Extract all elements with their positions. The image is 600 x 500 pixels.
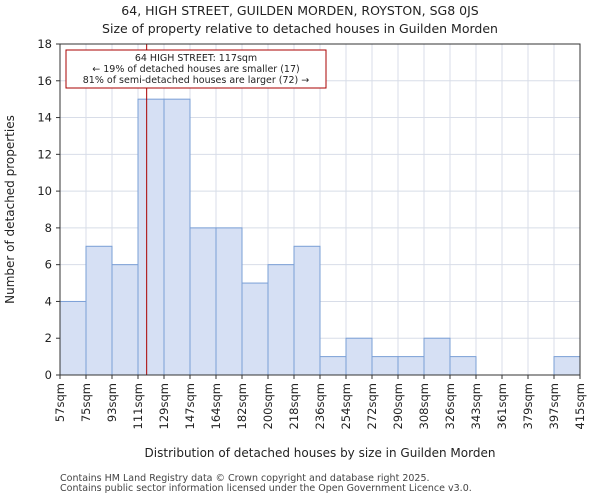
x-tick-label: 57sqm xyxy=(53,383,67,422)
y-tick-label: 10 xyxy=(37,184,52,198)
bar-308sqm xyxy=(423,337,451,376)
bar-218sqm xyxy=(293,245,321,376)
annotation-border xyxy=(65,49,327,89)
y-axis-ticks: 0 2 4 6 8 10 12 14 16 18 xyxy=(37,37,60,382)
y-tick-label: 12 xyxy=(37,147,52,161)
bar-236sqm xyxy=(319,356,347,376)
x-tick-label: 129sqm xyxy=(157,383,171,429)
bar-326sqm xyxy=(449,356,477,376)
x-axis-ticks: 57sqm 75sqm 93sqm 111sqm 129sqm 147sqm 164sqm 1… xyxy=(53,375,587,429)
x-tick-label: 182sqm xyxy=(235,383,249,429)
x-tick-label: 75sqm xyxy=(79,383,93,422)
bar-164sqm xyxy=(215,227,243,376)
bar-272sqm xyxy=(371,356,399,376)
chart-subtitle: Size of property relative to detached ho… xyxy=(102,21,498,36)
x-tick-label: 290sqm xyxy=(391,383,405,429)
bar-147sqm xyxy=(189,227,217,376)
x-tick-label: 308sqm xyxy=(417,383,431,429)
y-tick-label: 16 xyxy=(37,74,52,88)
x-tick-label: 218sqm xyxy=(287,383,301,429)
bar-254sqm xyxy=(345,337,373,376)
x-tick-label: 236sqm xyxy=(313,383,327,429)
annotation-line-2: ← 19% of detached houses are smaller (17… xyxy=(92,64,299,75)
annotation-line-1: 64 HIGH STREET: 117sqm xyxy=(135,53,257,64)
x-tick-label: 93sqm xyxy=(105,383,119,422)
bar-57sqm xyxy=(59,300,87,376)
annotation-box: 64 HIGH STREET: 117sqm ← 19% of detached… xyxy=(65,49,327,89)
annotation-line-3: 81% of semi-detached houses are larger (… xyxy=(83,75,310,86)
x-tick-label: 111sqm xyxy=(131,383,145,429)
x-tick-label: 343sqm xyxy=(469,383,483,429)
y-axis-label: Number of detached properties xyxy=(3,115,17,304)
chart-title: 64, HIGH STREET, GUILDEN MORDEN, ROYSTON… xyxy=(121,3,478,18)
y-tick-label: 14 xyxy=(37,111,52,125)
x-tick-label: 361sqm xyxy=(495,383,509,429)
x-tick-label: 326sqm xyxy=(443,383,457,429)
bar-129sqm xyxy=(163,98,191,376)
bar-75sqm xyxy=(85,245,113,376)
footer-licence: Contains public sector information licen… xyxy=(60,483,472,494)
bar-182sqm xyxy=(241,282,269,376)
bar-397sqm xyxy=(553,356,581,376)
y-tick-label: 4 xyxy=(45,294,52,308)
y-tick-label: 6 xyxy=(45,258,52,272)
bar-111sqm xyxy=(137,98,165,376)
bars xyxy=(59,98,581,376)
x-tick-label: 415sqm xyxy=(573,383,587,429)
bar-93sqm xyxy=(111,264,139,376)
x-tick-label: 272sqm xyxy=(365,383,379,429)
y-tick-label: 18 xyxy=(37,37,52,51)
x-axis-label: Distribution of detached houses by size … xyxy=(145,446,496,460)
footer-copyright: Contains HM Land Registry data © Crown c… xyxy=(60,473,430,484)
y-tick-label: 2 xyxy=(45,331,52,345)
x-tick-label: 200sqm xyxy=(261,383,275,429)
y-tick-label: 0 xyxy=(45,368,52,382)
bar-200sqm xyxy=(267,264,295,376)
x-tick-label: 254sqm xyxy=(339,383,353,429)
y-tick-label: 8 xyxy=(45,221,52,235)
plot-frame xyxy=(59,43,581,376)
bar-290sqm xyxy=(397,356,425,376)
x-tick-label: 397sqm xyxy=(547,383,561,429)
x-tick-label: 164sqm xyxy=(209,383,223,429)
x-tick-label: 379sqm xyxy=(521,383,535,429)
x-tick-label: 147sqm xyxy=(183,383,197,429)
